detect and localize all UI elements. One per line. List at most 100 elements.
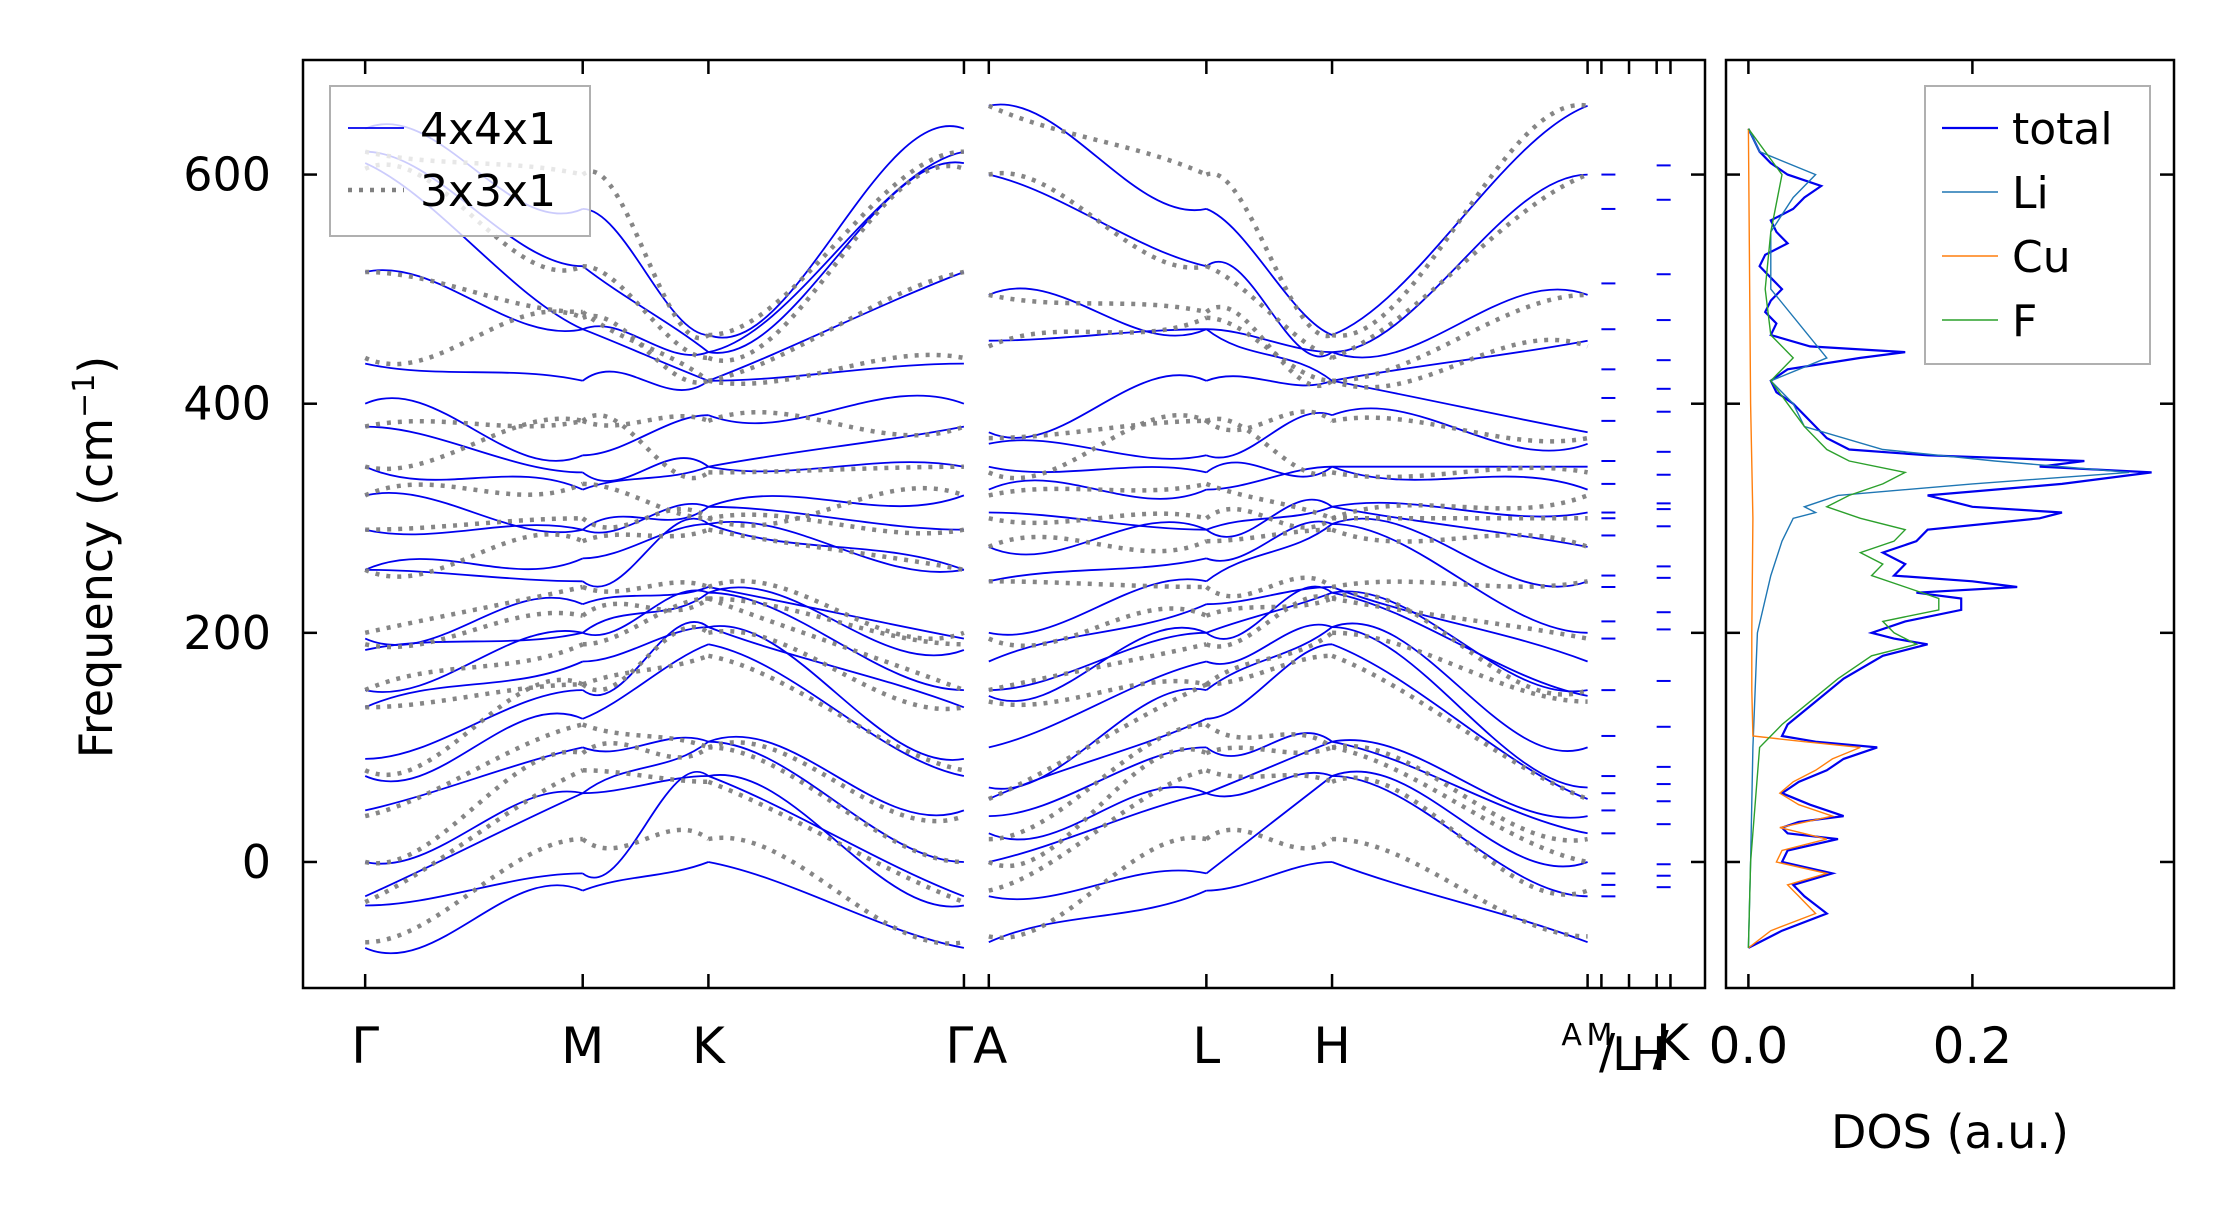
band-line <box>988 170 1207 270</box>
band-line <box>1206 586 1333 606</box>
band-line <box>364 465 584 491</box>
band-line <box>988 835 1207 941</box>
band-line <box>708 735 965 817</box>
band-line <box>581 527 710 544</box>
band-line <box>708 523 965 571</box>
band-line <box>987 534 1208 554</box>
band-line <box>1206 771 1333 798</box>
band-line <box>1332 292 1588 384</box>
band-line <box>1331 591 1589 697</box>
band-line <box>988 687 1207 790</box>
band-line <box>1331 172 1589 361</box>
band-line <box>582 263 709 361</box>
band-line <box>988 786 1207 841</box>
band-line <box>707 485 965 528</box>
band-line <box>1205 304 1334 388</box>
band-line <box>581 414 710 428</box>
band-line <box>1205 631 1334 687</box>
band-line <box>988 511 1207 531</box>
band-line <box>1331 643 1588 800</box>
band-line <box>988 626 1207 703</box>
dos-legend-box <box>1924 85 2151 365</box>
band-line <box>582 370 709 391</box>
band-line <box>1331 745 1589 865</box>
band-line <box>1331 622 1588 752</box>
band-line <box>365 630 583 693</box>
band-line <box>581 722 710 750</box>
band-line <box>364 584 584 635</box>
band-line <box>988 439 1207 460</box>
band-line <box>1331 505 1588 548</box>
band-line <box>988 631 1207 691</box>
band-line <box>582 596 709 647</box>
band-series-3x3x1 <box>364 103 1589 946</box>
x-tick-label-crowded: K <box>1656 1014 1690 1072</box>
band-line <box>707 163 965 363</box>
band-line <box>1205 745 1333 756</box>
band-line <box>707 628 965 712</box>
band-line <box>708 425 965 468</box>
dos-panel: 0.0 0.2 DOS (a.u.) total Li Cu F <box>1709 58 2176 1159</box>
band-line <box>582 586 709 606</box>
dos-axes-frame <box>1724 58 2176 990</box>
band-line <box>707 740 965 824</box>
band-line <box>708 745 964 865</box>
band-line <box>988 792 1207 863</box>
band-line <box>1331 465 1589 480</box>
band-line <box>1331 579 1589 590</box>
band-line <box>1331 493 1589 521</box>
band-line <box>1205 775 1333 875</box>
band-line <box>582 328 709 382</box>
band-line <box>988 722 1207 842</box>
band-line <box>365 790 583 865</box>
band-line <box>582 736 709 753</box>
band-y-axis-label: Frequency (cm−1) <box>67 356 123 759</box>
band-line <box>581 412 710 481</box>
band-line <box>1331 739 1588 819</box>
band-line <box>708 150 965 353</box>
band-line <box>708 125 965 339</box>
dos-series-Cu <box>1747 128 1861 949</box>
band-lines <box>364 103 1671 955</box>
band-legend-label: 4x4x1 <box>420 104 556 155</box>
band-line <box>1205 575 1334 599</box>
band-line <box>708 643 965 777</box>
band-line <box>365 568 583 583</box>
dos-series-F <box>1747 128 1940 948</box>
band-line <box>707 578 965 641</box>
band-line <box>581 169 710 341</box>
band-line <box>365 269 583 332</box>
dos-legend-label: Li <box>2012 168 2049 219</box>
dos-x-axis-label: DOS (a.u.) <box>1831 1105 2069 1159</box>
band-line <box>1206 315 1333 384</box>
band-line <box>1205 409 1334 433</box>
band-line <box>582 643 709 720</box>
dos-frame <box>1724 58 2176 990</box>
dos-legend-label: Cu <box>2012 232 2071 283</box>
x-tick-label: M <box>561 1017 604 1075</box>
x-tick-label-crowded: L <box>1612 1027 1638 1081</box>
band-legend: 4x4x1 3x3x1 <box>329 85 591 237</box>
band-line <box>582 775 709 795</box>
y-tick-label: 200 <box>183 606 271 660</box>
x-tick-label-crowded: / <box>1653 1021 1670 1077</box>
dos-lines <box>1747 128 2152 949</box>
band-line <box>1205 596 1333 618</box>
band-line <box>365 269 583 315</box>
band-line <box>364 596 584 646</box>
band-legend-label: 3x3x1 <box>420 166 556 217</box>
band-line <box>988 603 1207 663</box>
band-x-ticks: Γ M K ΓA L H A M/LH/K <box>351 60 1690 1081</box>
band-line <box>582 621 709 697</box>
band-line <box>708 586 965 640</box>
band-line <box>364 610 584 650</box>
dos-legend-label: total <box>2012 104 2113 155</box>
band-frame <box>301 58 1707 990</box>
band-axes-frame <box>301 58 1707 990</box>
band-line <box>1205 171 1333 338</box>
band-line <box>1331 775 1589 897</box>
x-tick-label-crowded: M <box>1586 1018 1612 1053</box>
band-line <box>364 749 584 866</box>
band-line <box>582 771 709 879</box>
band-line <box>364 397 584 462</box>
